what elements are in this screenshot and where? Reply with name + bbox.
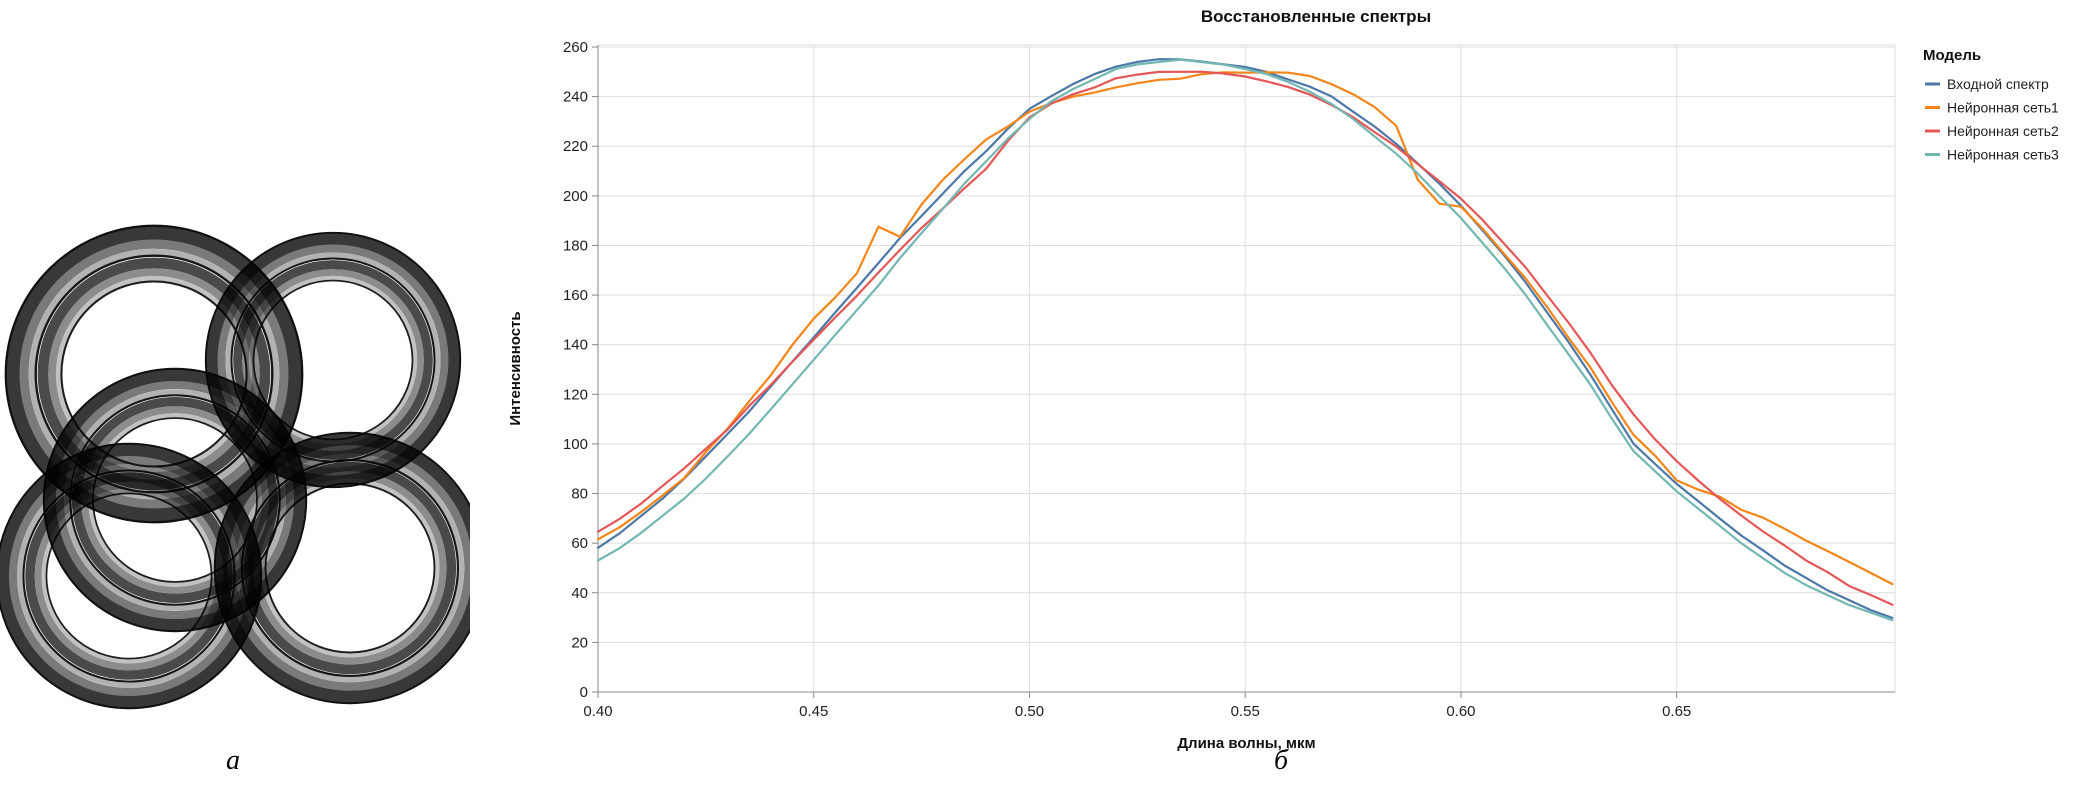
ring-circle xyxy=(227,445,470,691)
ring-group-5 xyxy=(213,431,470,705)
series-line-2 xyxy=(596,71,1894,586)
ring-circle xyxy=(215,433,470,703)
y-tick-label: 80 xyxy=(571,486,588,503)
series-line-1 xyxy=(596,58,1894,620)
legend-label: Нейронная сеть3 xyxy=(1947,147,2059,163)
ring-circle xyxy=(264,482,436,654)
y-tick-label: 120 xyxy=(563,386,588,403)
y-tick-label: 20 xyxy=(571,634,588,651)
x-tick-label: 0.45 xyxy=(799,703,828,720)
y-tick-label: 180 xyxy=(563,237,588,254)
ring-pattern-image xyxy=(0,224,470,710)
x-axis-title: Длина волны, мкм xyxy=(1177,735,1315,752)
ring-circle xyxy=(204,231,462,489)
y-tick-label: 160 xyxy=(563,287,588,304)
legend-label: Нейронная сеть1 xyxy=(1947,100,2059,116)
y-tick-label: 240 xyxy=(563,89,588,106)
x-tick-label: 0.65 xyxy=(1662,703,1691,720)
y-tick-label: 220 xyxy=(563,138,588,155)
y-tick-label: 140 xyxy=(563,337,588,354)
ring-circle xyxy=(4,224,304,524)
x-tick-label: 0.55 xyxy=(1231,703,1260,720)
y-tick-label: 100 xyxy=(563,436,588,453)
ring-circle xyxy=(241,459,460,678)
y-tick-label: 0 xyxy=(580,684,588,701)
ring-circle xyxy=(19,239,289,509)
legend-title: Модель xyxy=(1923,47,1981,64)
panel-label-b: б xyxy=(1273,745,1289,776)
x-tick-label: 0.60 xyxy=(1446,703,1475,720)
ring-circle xyxy=(213,431,470,705)
ring-circle xyxy=(243,461,457,675)
y-tick-label: 40 xyxy=(571,585,588,602)
x-tick-label: 0.40 xyxy=(583,703,612,720)
y-axis-title: Интенсивность xyxy=(507,311,524,425)
y-tick-label: 60 xyxy=(571,535,588,552)
series-line-4 xyxy=(596,58,1894,622)
ring-circle xyxy=(260,478,440,658)
spectra-chart: 0 20 40 60 80 100 120 140 160 180 200 220 240 260 0.40… xyxy=(507,7,2059,752)
panel-label-a: а xyxy=(226,745,240,776)
y-tick-label: 260 xyxy=(563,39,588,56)
ring-circle xyxy=(45,492,213,660)
ring-circle xyxy=(253,471,447,665)
series-line-3 xyxy=(596,70,1894,606)
plot-border xyxy=(597,44,1896,693)
ring-circle xyxy=(235,453,465,683)
legend-label: Нейронная сеть2 xyxy=(1947,123,2059,139)
x-tick-label: 0.50 xyxy=(1015,703,1044,720)
legend-label: Входной спектр xyxy=(1947,76,2049,92)
ring-circle xyxy=(6,226,302,522)
chart-title: Восстановленные спектры xyxy=(1201,7,1431,26)
ring-group-2 xyxy=(204,231,462,489)
y-tick-label: 200 xyxy=(563,188,588,205)
